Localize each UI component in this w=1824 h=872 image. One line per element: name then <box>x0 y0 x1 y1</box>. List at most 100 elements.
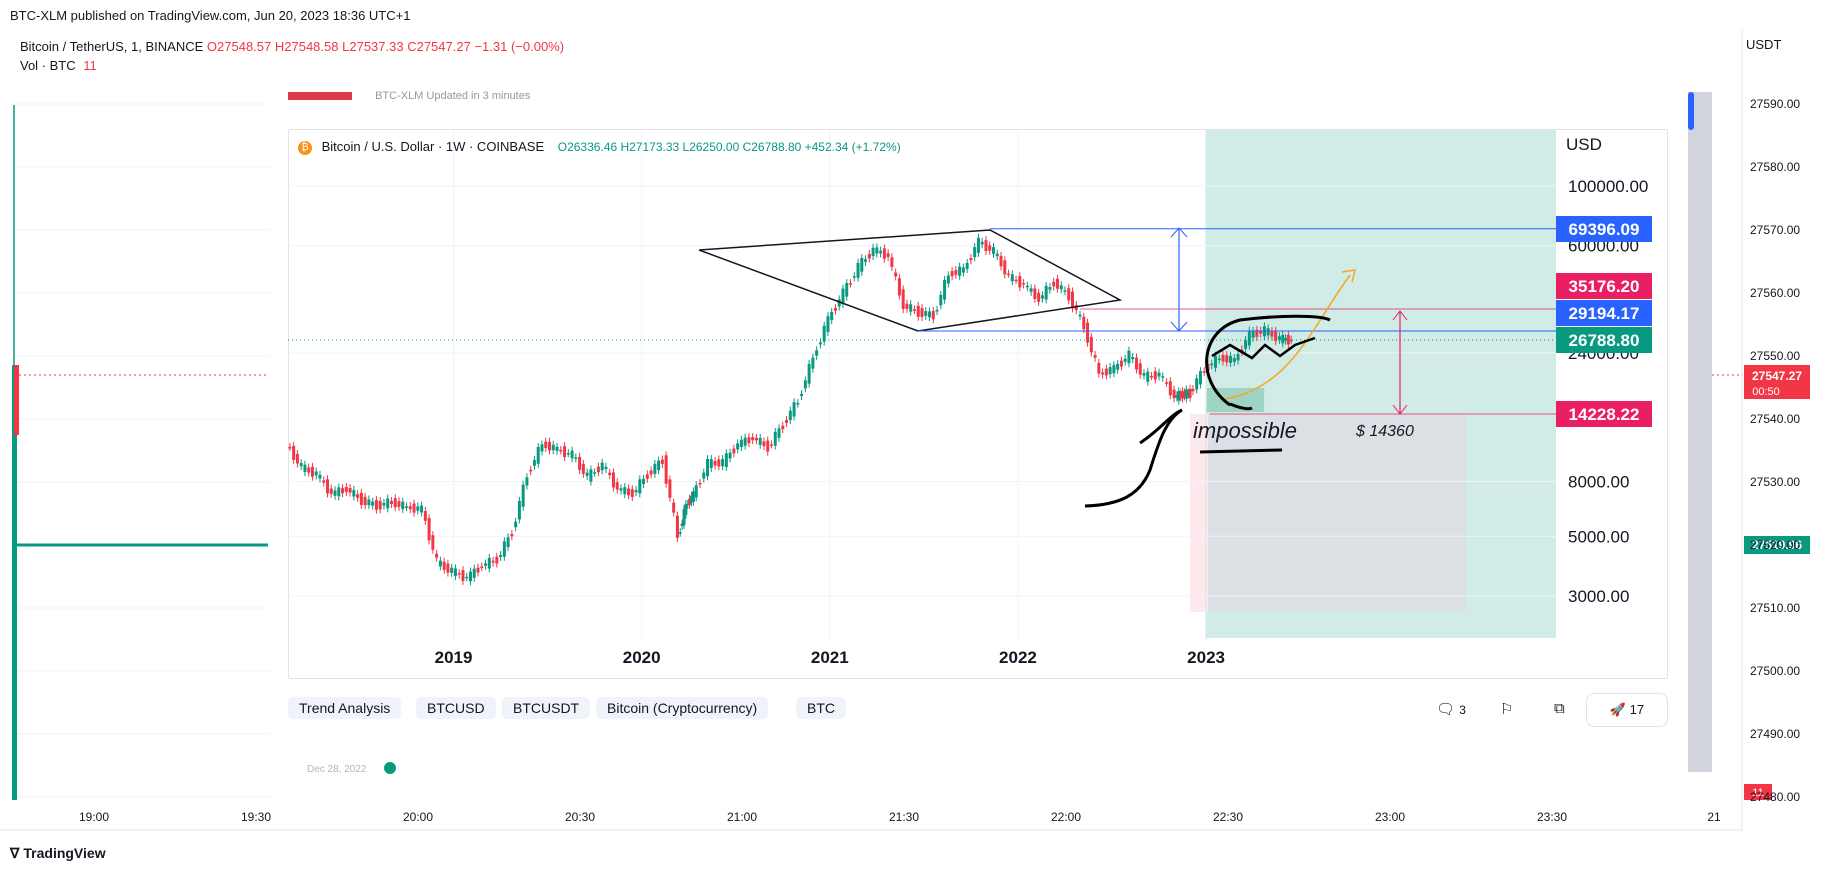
comments-button[interactable]: 🗨 3 <box>1436 700 1466 718</box>
price-candle <box>476 567 480 573</box>
price-candle <box>1277 336 1281 340</box>
price-candle <box>495 556 499 564</box>
price-candle <box>1244 340 1248 349</box>
price-candle <box>1281 335 1285 344</box>
price-candle <box>593 472 597 474</box>
idea-zones <box>1190 130 1556 640</box>
price-candle <box>984 240 988 252</box>
price-candle <box>678 532 682 534</box>
price-candle <box>668 479 672 498</box>
price-candle <box>581 463 585 474</box>
price-candle <box>713 460 717 466</box>
rocket-icon: 🚀 <box>1609 702 1627 717</box>
embedded-scrollbar[interactable] <box>1688 92 1712 772</box>
price-candle <box>1232 358 1236 363</box>
price-candle <box>849 283 853 285</box>
y-tick-label: 27480.00 <box>1750 790 1800 804</box>
price-candle <box>686 503 690 506</box>
price-candle <box>566 453 570 455</box>
price-candle <box>1116 363 1120 370</box>
idea-x-tick-label: 2021 <box>811 648 849 667</box>
price-candle <box>724 453 728 468</box>
price-candle <box>706 459 710 477</box>
price-candle <box>529 469 533 472</box>
share-button[interactable]: ⧉ <box>1554 700 1565 717</box>
price-candle <box>818 342 822 345</box>
price-candle <box>423 510 427 521</box>
idea-symbol[interactable]: Bitcoin / U.S. Dollar · 1W · COINBASE <box>321 139 545 154</box>
price-candle <box>1255 329 1259 337</box>
price-candle <box>619 488 623 491</box>
idea-price-label: 26788.80 <box>1569 331 1640 350</box>
price-candle <box>585 472 589 476</box>
price-candle <box>611 472 615 488</box>
price-candle <box>1259 330 1263 334</box>
tag-btcusdt[interactable]: BTCUSDT <box>502 697 591 719</box>
price-candle <box>1168 381 1172 396</box>
currency-label[interactable]: USDT <box>1746 37 1782 52</box>
price-candle <box>389 500 393 505</box>
flag-button[interactable]: ⚐ <box>1500 700 1513 718</box>
price-candle <box>608 472 612 476</box>
boost-button[interactable]: 🚀 17 <box>1586 693 1668 727</box>
countdown: 00:50 <box>1752 386 1780 398</box>
price-candle <box>864 259 868 262</box>
idea-legend[interactable]: ₿ Bitcoin / U.S. Dollar · 1W · COINBASE … <box>298 139 901 155</box>
price-candle <box>344 487 348 492</box>
symbol-legend[interactable]: Bitcoin / TetherUS, 1, BINANCE O27548.57… <box>20 39 564 54</box>
tag-bitcoin[interactable]: Bitcoin (Cryptocurrency) <box>596 697 769 719</box>
price-candle <box>645 474 649 479</box>
level-price: 27519.96 <box>1752 538 1802 552</box>
price-candle <box>502 541 506 557</box>
price-candle <box>1202 371 1206 373</box>
x-tick-label: 21:30 <box>889 810 919 824</box>
price-candle <box>630 489 634 497</box>
price-candle <box>1067 288 1071 301</box>
tag-trend-analysis[interactable]: Trend Analysis <box>288 697 402 719</box>
low-value: L27537.33 <box>342 39 404 54</box>
price-candle <box>1229 356 1233 363</box>
annotation-price: $ 14360 <box>1355 423 1414 440</box>
price-candle <box>559 449 563 452</box>
tag-btcusd[interactable]: BTCUSD <box>416 697 496 719</box>
volume-label: Vol · BTC <box>20 58 76 73</box>
price-candle <box>412 503 416 513</box>
volume-legend[interactable]: Vol · BTC 11 <box>20 58 97 73</box>
price-candle <box>928 311 932 318</box>
price-candle <box>1198 371 1202 385</box>
embedded-scrollbar-thumb[interactable] <box>1688 92 1694 130</box>
price-candle <box>905 303 909 309</box>
idea-price-label: 69396.09 <box>1569 220 1640 239</box>
idea-author[interactable]: BTC-XLM <box>375 90 424 102</box>
price-candle <box>487 557 491 569</box>
price-candle <box>484 563 488 566</box>
price-candle <box>416 506 420 511</box>
tag-btc[interactable]: BTC <box>796 697 846 719</box>
annotation-impossible: impossible <box>1193 418 1297 443</box>
price-candle <box>1018 276 1022 288</box>
price-candle <box>688 498 692 505</box>
comment-count: 3 <box>1459 703 1466 717</box>
price-candle <box>371 501 375 506</box>
price-candle <box>1078 314 1082 317</box>
x-tick-label: 22:00 <box>1051 810 1081 824</box>
price-candle <box>691 491 695 502</box>
price-candle <box>596 466 600 473</box>
handdrawn-underline <box>1199 448 1283 454</box>
price-candle <box>1146 371 1150 382</box>
price-candle <box>506 537 510 548</box>
author-badge <box>288 92 352 101</box>
handdrawn-arrow <box>1139 408 1183 445</box>
price-candle <box>295 453 299 464</box>
tradingview-logo[interactable]: ∇ TradingView <box>10 845 106 862</box>
price-candle <box>969 257 973 261</box>
price-candle <box>1177 391 1181 401</box>
price-candle <box>491 560 495 563</box>
price-candle <box>852 276 856 278</box>
price-candle <box>600 462 604 471</box>
price-candle <box>833 308 837 311</box>
symbol-name[interactable]: Bitcoin / TetherUS, 1, BINANCE <box>20 39 204 54</box>
idea-y-tick-label: 3000.00 <box>1568 587 1629 606</box>
price-candle <box>1195 378 1199 390</box>
